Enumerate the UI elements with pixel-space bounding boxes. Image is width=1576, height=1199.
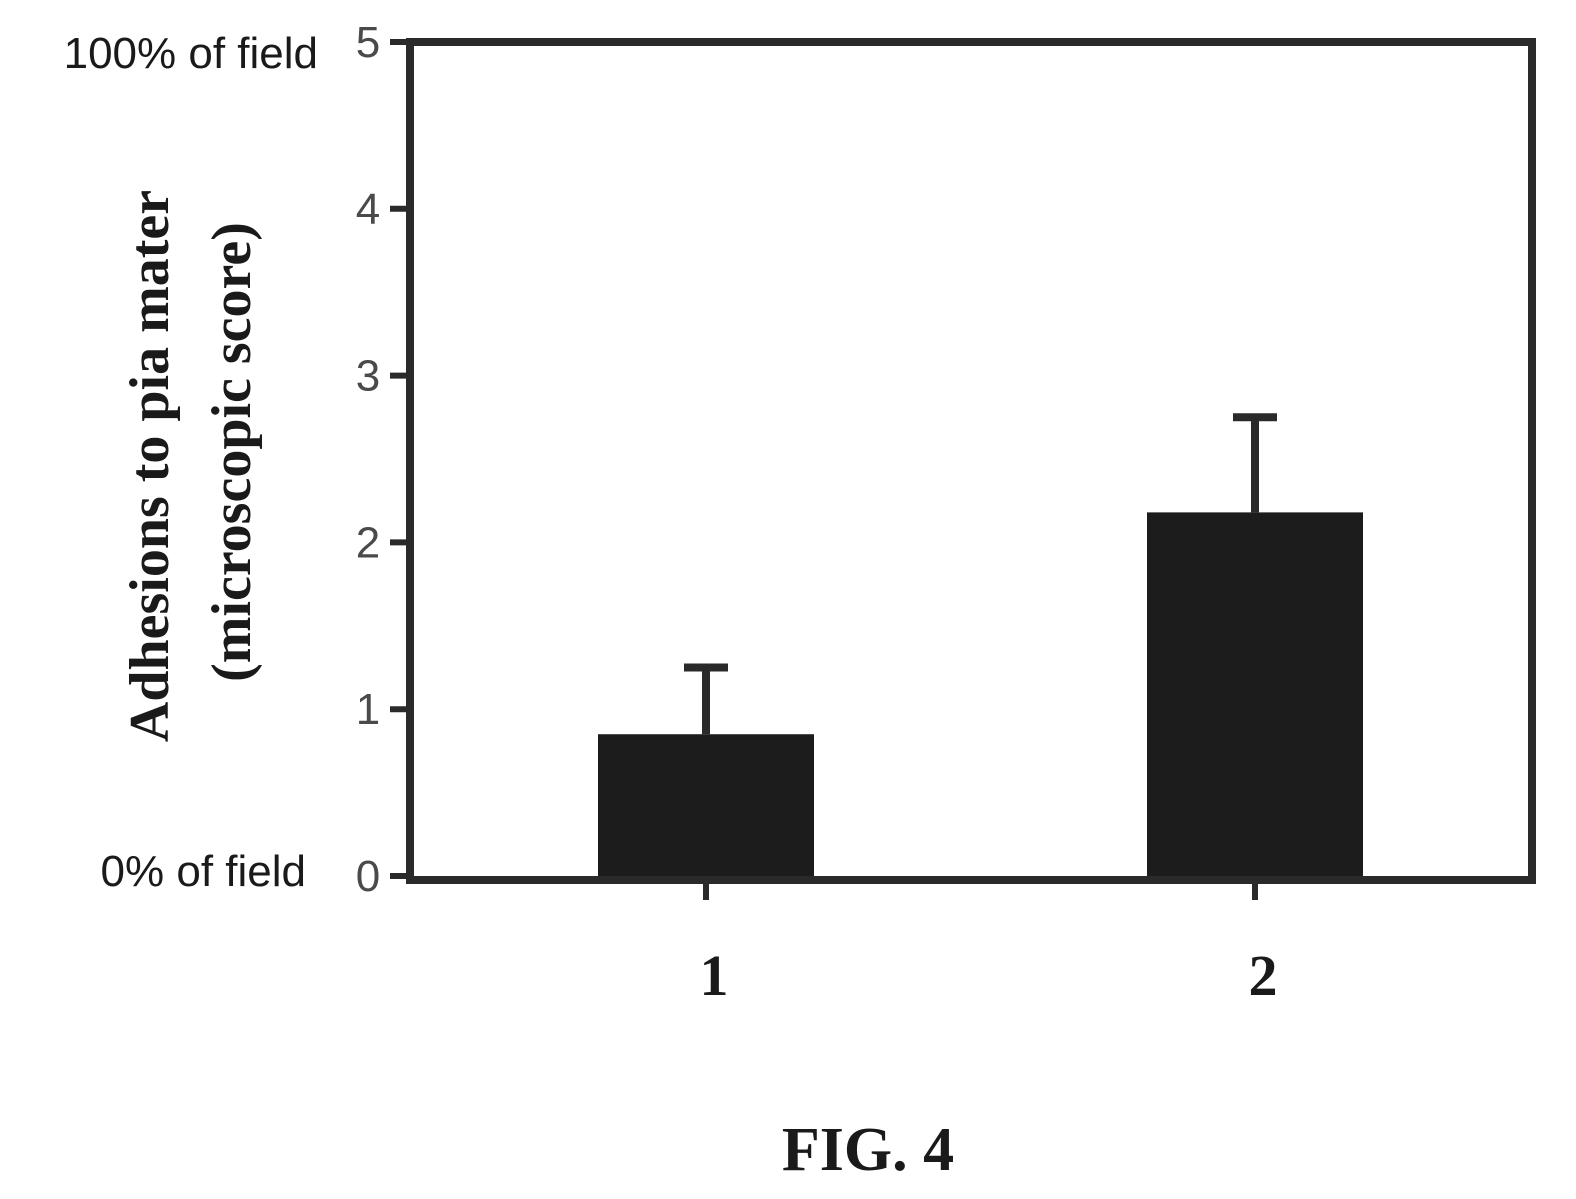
bars-group bbox=[598, 512, 1363, 876]
x-tick-label-1: 1 bbox=[700, 943, 729, 1008]
x-tick-label-2: 2 bbox=[1249, 943, 1278, 1008]
y-tick-label-2: 2 bbox=[356, 518, 380, 567]
y-axis-bottom-annotation: 0% of field bbox=[101, 847, 306, 896]
y-axis-ticks: 0 1 2 3 4 5 bbox=[356, 18, 410, 901]
bar-1 bbox=[598, 734, 814, 876]
y-axis-top-annotation: 100% of field bbox=[64, 29, 318, 78]
y-tick-label-5: 5 bbox=[356, 18, 380, 67]
y-tick-label-4: 4 bbox=[356, 185, 380, 234]
y-tick-label-0: 0 bbox=[356, 852, 380, 901]
y-axis-label-line2: (microscopic score) bbox=[201, 222, 263, 682]
bar-2 bbox=[1147, 512, 1363, 876]
figure-caption: FIG. 4 bbox=[782, 1116, 954, 1184]
y-tick-label-3: 3 bbox=[356, 352, 380, 401]
error-bars-group bbox=[684, 413, 1277, 735]
y-tick-label-1: 1 bbox=[356, 685, 380, 734]
y-axis-label-line1: Adhesions to pia mater bbox=[119, 190, 181, 742]
plot-frame bbox=[406, 38, 1536, 884]
